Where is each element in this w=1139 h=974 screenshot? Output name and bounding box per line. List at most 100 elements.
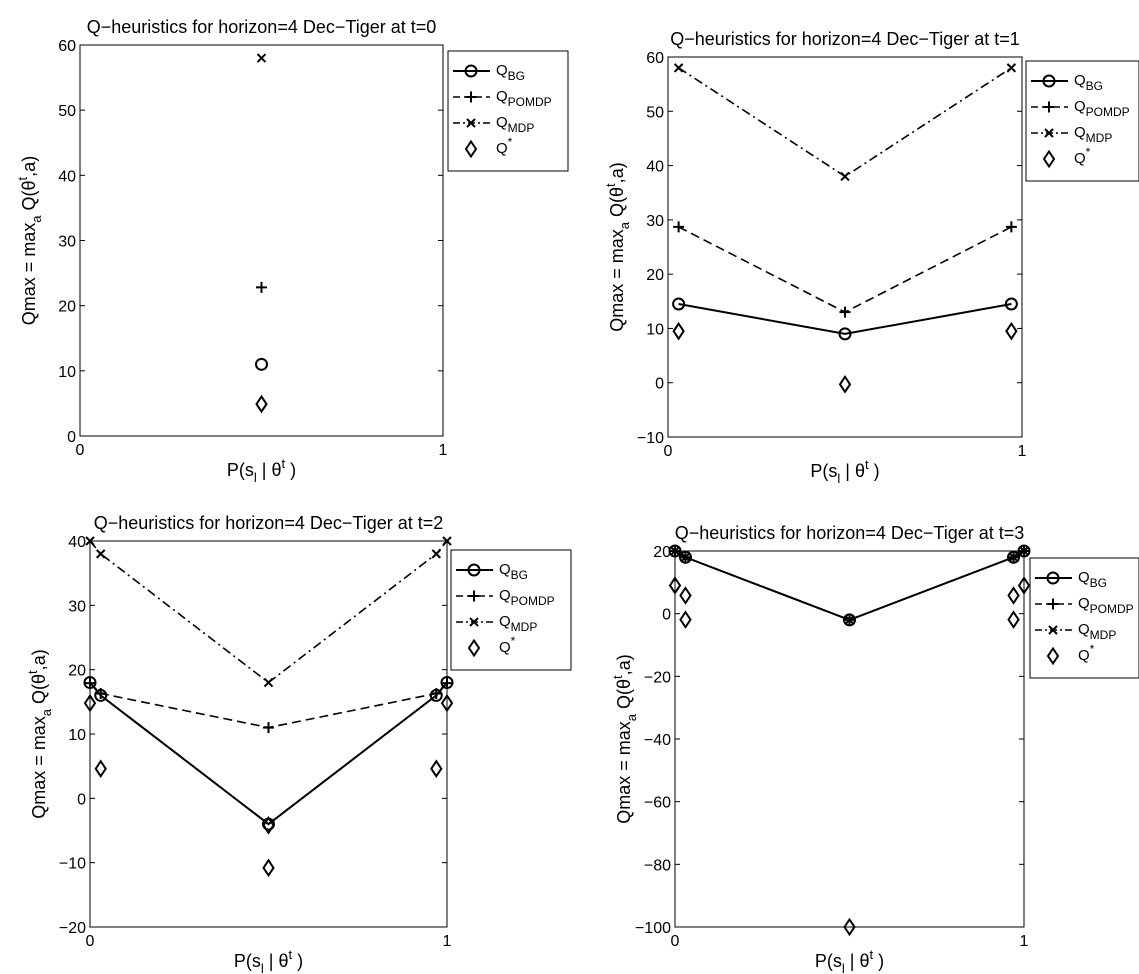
data-point-Qstar	[843, 917, 856, 937]
legend-marker	[1047, 598, 1059, 610]
data-point-QPOMDP	[441, 677, 453, 689]
series-line-QBG	[674, 550, 1025, 622]
legend-entry-3: QMDP	[499, 613, 537, 634]
series-line-QMDP	[678, 67, 1012, 178]
y-tick-label: −80	[644, 857, 671, 874]
plot-area	[89, 540, 448, 928]
series-Qstar	[668, 576, 1031, 937]
data-point-QPOMDP	[1005, 221, 1017, 233]
series-line-QPOMDP	[674, 550, 1025, 621]
legend-entry-1: QBG	[1078, 569, 1107, 590]
y-tick-label: 30	[68, 598, 86, 615]
x-tick-label: 0	[671, 933, 680, 950]
x-axis-label: P(sl | θt )	[234, 947, 303, 974]
y-tick-label: 0	[655, 376, 664, 393]
y-tick-label: 50	[646, 104, 664, 121]
data-point-QMDP	[1006, 63, 1017, 73]
series-line-QBG	[89, 681, 448, 826]
chart-panel-2: Q−heuristics for horizon=4 Dec−Tiger at …	[603, 29, 1139, 486]
legend-marker	[1043, 101, 1055, 113]
y-tick-label: 0	[67, 429, 76, 446]
data-point-QMDP	[1008, 552, 1019, 562]
series-QMDP	[256, 53, 267, 63]
series-QMDP	[673, 63, 1017, 182]
data-point-QBG	[1004, 297, 1018, 311]
data-point-QMDP	[840, 171, 850, 182]
legend-entry-1: QBG	[499, 561, 528, 582]
data-point-QPOMDP	[673, 221, 685, 233]
legend-marker	[1046, 571, 1060, 585]
x-tick-label: 1	[1018, 443, 1027, 460]
x-axis-label: P(sl | θt )	[810, 457, 879, 486]
data-point-Qstar	[679, 586, 692, 605]
legend-marker	[465, 91, 477, 103]
y-tick-label: 0	[77, 791, 86, 808]
y-tick-label: −20	[59, 920, 86, 937]
y-tick-label: 20	[58, 299, 76, 316]
legend-entry-3: QMDP	[1078, 621, 1116, 642]
series-line-QMDP	[674, 550, 1025, 621]
y-tick-label: 40	[68, 534, 86, 551]
data-point-QMDP	[442, 536, 452, 546]
data-point-QMDP	[673, 63, 684, 73]
chart-title: Q−heuristics for horizon=4 Dec−Tiger at …	[670, 29, 1020, 49]
data-point-Qstar	[838, 375, 852, 394]
x-tick-label: 0	[664, 443, 673, 460]
data-point-Qstar	[1007, 610, 1020, 629]
plot-area	[674, 550, 1025, 928]
data-point-QBG	[255, 357, 268, 371]
series-line-QPOMDP	[678, 226, 1012, 314]
series-line-QBG	[678, 303, 1012, 335]
y-tick-label: 30	[646, 213, 664, 230]
y-axis-label: Qmax = maxa Q(θt,a)	[25, 649, 54, 818]
y-tick-label: −100	[635, 920, 671, 937]
data-point-Qstar	[262, 816, 275, 835]
data-point-QMDP	[256, 53, 267, 63]
legend-marker	[467, 563, 481, 577]
series-QMDP	[85, 536, 452, 688]
y-tick-label: 40	[646, 159, 664, 176]
x-axis-label: P(sl | θt )	[815, 947, 884, 974]
legend-marker	[1042, 149, 1056, 169]
legend-entry-4: Q*	[1078, 642, 1095, 664]
legend-marker	[1044, 128, 1054, 138]
chart-title: Q−heuristics for horizon=4 Dec−Tiger at …	[87, 17, 437, 37]
y-tick-label: 10	[68, 727, 86, 744]
legend-entry-1: QBG	[1074, 72, 1103, 93]
y-tick-label: 40	[58, 168, 76, 185]
series-QBG	[83, 676, 454, 831]
y-tick-label: 0	[662, 607, 671, 624]
data-point-QMDP	[844, 615, 855, 625]
data-point-QMDP	[263, 677, 274, 688]
chart-panel-3: Q−heuristics for horizon=4 Dec−Tiger at …	[25, 513, 572, 974]
plot-area	[79, 44, 444, 437]
data-point-Qstar	[440, 693, 454, 713]
legend-marker	[464, 64, 478, 78]
data-point-QPOMDP	[84, 677, 96, 689]
legend-marker	[468, 590, 480, 602]
y-tick-label: 20	[653, 544, 671, 561]
y-axis-label: Qmax = maxa Q(θt,a)	[603, 162, 632, 331]
legend-entry-2: QPOMDP	[496, 88, 552, 109]
legend-entry-3: QMDP	[1074, 124, 1112, 145]
x-tick-label: 0	[86, 933, 95, 950]
y-tick-label: −40	[644, 732, 671, 749]
data-point-Qstar	[1005, 321, 1018, 341]
data-point-QPOMDP	[95, 687, 107, 699]
data-point-Qstar	[430, 759, 443, 779]
legend-marker	[469, 617, 479, 627]
data-point-QPOMDP	[263, 722, 274, 734]
y-tick-label: 20	[646, 267, 664, 284]
data-point-QMDP	[96, 549, 106, 559]
legend-entry-3: QMDP	[496, 114, 534, 135]
series-QMDP	[670, 546, 1029, 625]
legend-marker	[467, 638, 481, 658]
series-Qstar	[672, 321, 1018, 394]
data-point-QPOMDP	[430, 687, 442, 699]
y-tick-label: −60	[644, 795, 671, 812]
data-point-Qstar	[1017, 576, 1031, 595]
series-Qstar	[83, 693, 454, 878]
